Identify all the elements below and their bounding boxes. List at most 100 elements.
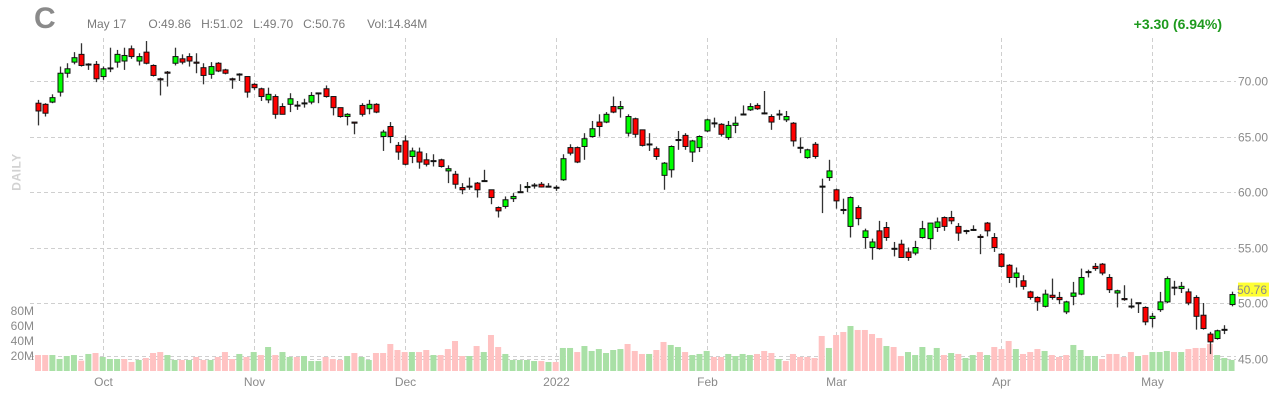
candle-body-down bbox=[955, 225, 962, 234]
volume-bar bbox=[768, 353, 775, 371]
volume-bar bbox=[293, 356, 300, 371]
volume-bar bbox=[49, 355, 56, 371]
volume-bar bbox=[1120, 356, 1127, 371]
candle-body-up bbox=[380, 131, 387, 137]
volume-bar bbox=[279, 352, 286, 371]
volume-bar bbox=[861, 329, 868, 371]
candle-body-up bbox=[732, 122, 739, 126]
month-tick-label: Dec bbox=[395, 375, 416, 389]
candle-body-down bbox=[459, 187, 466, 191]
volume-bar bbox=[114, 359, 121, 371]
candle-body-up bbox=[1149, 315, 1156, 320]
volume-bar bbox=[1041, 350, 1048, 371]
last-price-marker bbox=[1238, 282, 1269, 297]
volume-bar bbox=[1005, 341, 1012, 371]
candle-body-down bbox=[229, 78, 236, 81]
candle-body-up bbox=[625, 116, 632, 134]
volume-bar bbox=[940, 355, 947, 371]
volume-bar bbox=[452, 341, 459, 371]
candle-body-down bbox=[998, 253, 1005, 267]
candle-body-down bbox=[359, 104, 366, 115]
volume-bar bbox=[631, 350, 638, 371]
volume-bar bbox=[610, 350, 617, 371]
candle-body-up bbox=[826, 170, 833, 179]
candle-body-up bbox=[409, 150, 416, 157]
volume-bar bbox=[221, 352, 228, 371]
volume-bar bbox=[99, 356, 106, 371]
volume-bar bbox=[1214, 355, 1221, 371]
candle-body-down bbox=[200, 67, 207, 76]
last-price-label: 50.76 bbox=[1237, 283, 1267, 297]
candle-body-down bbox=[1056, 296, 1063, 301]
candle-body-up bbox=[560, 158, 567, 181]
volume-bar bbox=[1178, 352, 1185, 371]
candle-body-up bbox=[121, 54, 128, 62]
quote-high: H:51.02 bbox=[201, 17, 244, 31]
candle-body-up bbox=[71, 57, 78, 63]
candle-body-up bbox=[1178, 285, 1185, 290]
volume-bar bbox=[638, 353, 645, 371]
volume-bar bbox=[1027, 352, 1034, 371]
volume-bar bbox=[394, 350, 401, 371]
volume-bar bbox=[473, 346, 480, 371]
candle-body-down bbox=[1106, 276, 1113, 291]
candle-body-down bbox=[323, 88, 330, 98]
candle-body-up bbox=[308, 94, 315, 103]
volume-bar bbox=[63, 356, 70, 371]
candle-body-down bbox=[1006, 264, 1013, 278]
candle-body-down bbox=[186, 56, 193, 62]
candle-body-doji bbox=[840, 208, 847, 211]
price-tick-label: 50.00 bbox=[1238, 297, 1268, 311]
price-tick-label: 55.00 bbox=[1238, 242, 1268, 256]
volume-bar bbox=[926, 355, 933, 371]
candle-body-down bbox=[330, 96, 337, 109]
candle-body-up bbox=[804, 149, 811, 159]
candle-body-doji bbox=[430, 160, 437, 163]
candle-body-down bbox=[1092, 265, 1099, 270]
candle-body-down bbox=[653, 148, 660, 157]
month-tick-label: Mar bbox=[826, 375, 847, 389]
volume-bar bbox=[962, 358, 969, 371]
candle-body-down bbox=[78, 53, 85, 66]
candle-body-down bbox=[373, 103, 380, 113]
volume-bar bbox=[761, 350, 768, 371]
candle-body-doji bbox=[646, 143, 653, 146]
candle-body-up bbox=[581, 138, 588, 147]
volume-bar bbox=[1127, 352, 1134, 371]
candle-body-doji bbox=[294, 104, 301, 107]
volume-bar bbox=[135, 359, 142, 371]
candle-body-down bbox=[812, 143, 819, 157]
volume-bar bbox=[653, 350, 660, 371]
volume-bar bbox=[574, 352, 581, 371]
candle-body-up bbox=[847, 197, 854, 227]
volume-bar bbox=[1149, 352, 1156, 371]
volume-bar bbox=[718, 356, 725, 371]
candle-body-down bbox=[128, 48, 135, 58]
price-tick-label: 45.00 bbox=[1238, 353, 1268, 367]
volume-bar bbox=[840, 332, 847, 371]
candle-body-up bbox=[869, 241, 876, 248]
volume-bar bbox=[531, 361, 538, 371]
volume-bar bbox=[603, 353, 610, 371]
volume-bar bbox=[142, 358, 149, 371]
candle-body-up bbox=[747, 106, 754, 111]
volume-bar bbox=[674, 347, 681, 371]
candle-body-doji bbox=[517, 191, 524, 194]
candle-body-doji bbox=[711, 122, 718, 125]
volume-bar bbox=[1106, 353, 1113, 371]
volume-bar bbox=[703, 350, 710, 371]
volume-bar bbox=[890, 347, 897, 371]
candle-body-up bbox=[661, 162, 668, 176]
volume-bar bbox=[660, 341, 667, 371]
candle-body-down bbox=[337, 107, 344, 118]
volume-bar bbox=[416, 352, 423, 371]
volume-bar bbox=[444, 349, 451, 371]
candle-body-up bbox=[1013, 272, 1020, 278]
volume-bar bbox=[365, 359, 372, 371]
volume-bar bbox=[265, 347, 272, 371]
volume-bar bbox=[876, 338, 883, 371]
candle-body-down bbox=[768, 116, 775, 123]
volume-bar bbox=[919, 347, 926, 371]
candle-body-down bbox=[1027, 291, 1034, 298]
